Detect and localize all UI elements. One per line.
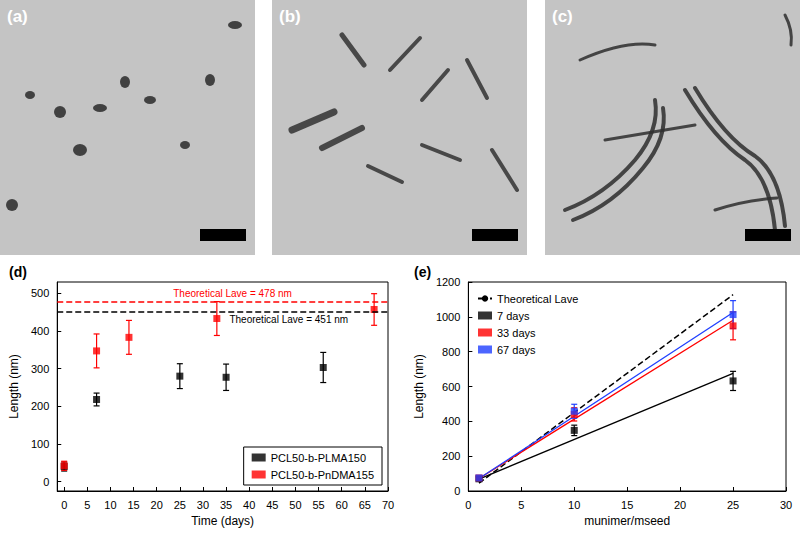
svg-text:Time (days): Time (days) xyxy=(191,514,254,528)
svg-text:20: 20 xyxy=(151,499,163,511)
svg-text:(e): (e) xyxy=(414,264,431,280)
svg-text:30: 30 xyxy=(780,499,792,511)
svg-text:1200: 1200 xyxy=(436,276,460,288)
svg-text:70: 70 xyxy=(382,499,394,511)
svg-text:200: 200 xyxy=(442,450,460,462)
svg-text:PCL50-b-PnDMA155: PCL50-b-PnDMA155 xyxy=(271,469,374,481)
svg-text:20: 20 xyxy=(674,499,686,511)
svg-text:5: 5 xyxy=(518,499,524,511)
svg-text:300: 300 xyxy=(31,363,49,375)
svg-text:50: 50 xyxy=(289,499,301,511)
svg-text:15: 15 xyxy=(127,499,139,511)
svg-text:7 days: 7 days xyxy=(497,310,530,322)
svg-text:0: 0 xyxy=(454,485,460,497)
svg-text:Theoretical Lave: Theoretical Lave xyxy=(497,293,578,305)
svg-text:PCL50-b-PLMA150: PCL50-b-PLMA150 xyxy=(271,452,366,464)
svg-text:40: 40 xyxy=(243,499,255,511)
svg-text:0: 0 xyxy=(43,476,49,488)
svg-text:Theoretical Lave = 478 nm: Theoretical Lave = 478 nm xyxy=(173,288,292,299)
svg-text:65: 65 xyxy=(359,499,371,511)
svg-text:10: 10 xyxy=(104,499,116,511)
svg-text:15: 15 xyxy=(621,499,633,511)
svg-text:0: 0 xyxy=(61,499,67,511)
svg-text:400: 400 xyxy=(442,415,460,427)
svg-text:400: 400 xyxy=(31,325,49,337)
svg-text:60: 60 xyxy=(336,499,348,511)
svg-text:30: 30 xyxy=(197,499,209,511)
svg-text:Length (nm): Length (nm) xyxy=(7,354,21,419)
svg-text:(d): (d) xyxy=(9,264,27,280)
svg-text:(a): (a) xyxy=(7,7,28,26)
svg-text:200: 200 xyxy=(31,400,49,412)
svg-text:500: 500 xyxy=(31,287,49,299)
svg-text:33 days: 33 days xyxy=(497,327,536,339)
svg-text:5: 5 xyxy=(84,499,90,511)
svg-text:25: 25 xyxy=(174,499,186,511)
svg-text:600: 600 xyxy=(442,381,460,393)
svg-text:100: 100 xyxy=(31,438,49,450)
svg-text:25: 25 xyxy=(727,499,739,511)
svg-text:Length (nm): Length (nm) xyxy=(412,354,426,419)
svg-text:Theoretical Lave = 451 nm: Theoretical Lave = 451 nm xyxy=(229,314,348,325)
svg-text:munimer/mseed: munimer/mseed xyxy=(584,514,670,528)
svg-text:800: 800 xyxy=(442,346,460,358)
svg-text:(b): (b) xyxy=(279,7,301,26)
svg-text:(c): (c) xyxy=(552,7,573,26)
svg-text:67 days: 67 days xyxy=(497,344,536,356)
svg-text:10: 10 xyxy=(568,499,580,511)
svg-text:0: 0 xyxy=(465,499,471,511)
svg-text:55: 55 xyxy=(312,499,324,511)
svg-text:45: 45 xyxy=(266,499,278,511)
svg-text:1000: 1000 xyxy=(436,311,460,323)
svg-text:35: 35 xyxy=(220,499,232,511)
